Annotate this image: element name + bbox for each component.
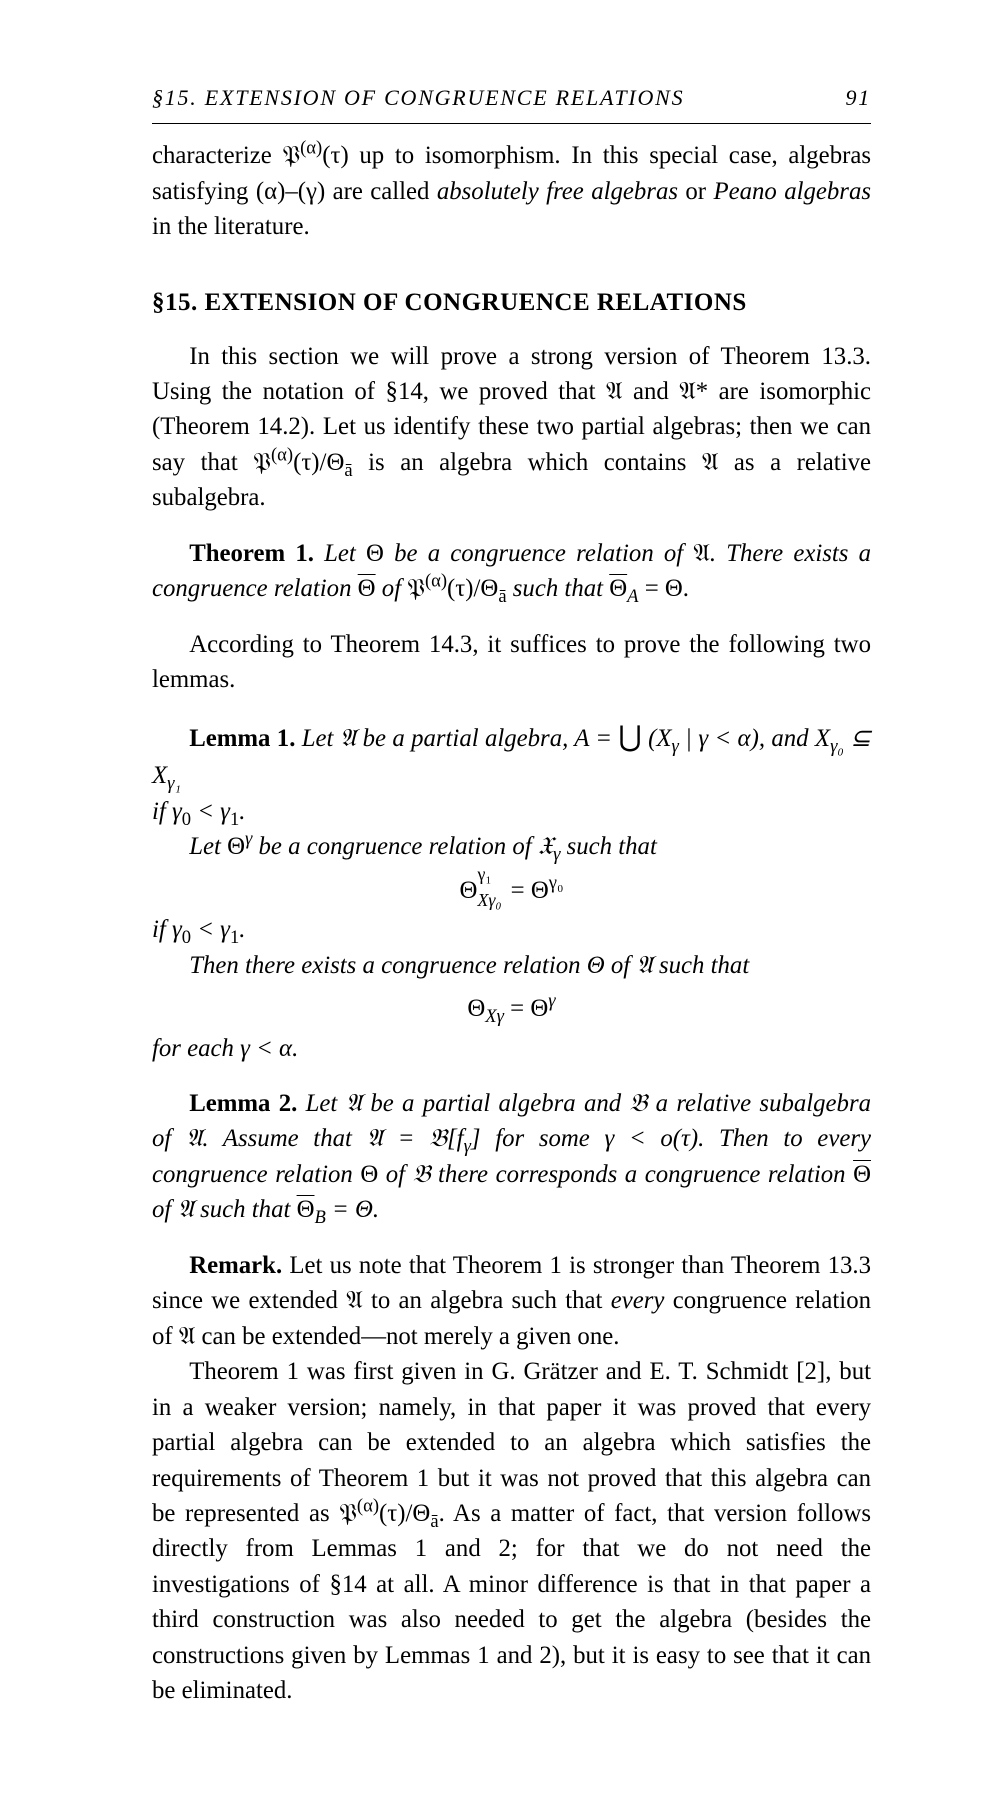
lemma-line: for each γ < α. [152,1031,871,1066]
subscript: A [627,586,638,607]
page: §15. EXTENSION OF CONGRUENCE RELATIONS 9… [0,0,989,1799]
subscript: ā [430,1511,438,1532]
paragraph: Theorem 1 was first given in G. Grätzer … [152,1354,871,1709]
equation: ΘXγ = Θγ [152,991,871,1026]
lemma-label: Lemma 2. [189,1090,297,1117]
lemma-line: Let Θγ be a congruence relation of 𝔛γ su… [152,829,871,864]
remark-label: Remark. [189,1252,282,1279]
subscript: Xγ₀ [477,890,501,910]
superscript: (α) [425,571,447,592]
superscript: γ₀ [549,873,564,894]
paragraph: In this section we will prove a strong v… [152,339,871,516]
subscript: 0 [182,809,191,830]
superscript: (α) [357,1496,379,1517]
superscript: γ [548,991,555,1012]
running-title: §15. EXTENSION OF CONGRUENCE RELATIONS [152,82,684,113]
superscript: (α) [300,138,322,159]
subscript: γ₀ [830,736,844,757]
header-rule [152,123,871,124]
equation: Θγ₁Xγ₀Xγ₀ = Θγ₀ [152,873,871,908]
theorem: Theorem 1. Let Θ be a congruence relatio… [152,536,871,607]
subscript: B [314,1207,325,1228]
lemma: Lemma 2. Let 𝔄 be a partial algebra and … [152,1086,871,1228]
lemma-line: Then there exists a congruence relation … [152,948,871,983]
page-number: 91 [845,82,871,113]
subscript: Xγ [485,1006,504,1027]
subscript: ā [344,460,352,481]
subscript: γ [464,1136,471,1157]
intro-paragraph: characterize 𝔓(α)(τ) up to isomorphism. … [152,138,871,244]
paragraph: According to Theorem 14.3, it suffices t… [152,627,871,698]
lemma-label: Lemma 1. [189,725,295,752]
subscript: 0 [182,927,191,948]
subscript: γ [672,736,679,757]
section-title: §15. EXTENSION OF CONGRUENCE RELATIONS [152,285,871,321]
running-head: §15. EXTENSION OF CONGRUENCE RELATIONS 9… [152,82,871,113]
theorem-label: Theorem 1. [189,540,314,567]
subscript: ā [498,586,506,607]
subscript: γ₁ [167,773,181,794]
lemma-line: if γ0 < γ1. [152,794,871,829]
superscript: (α) [271,445,293,466]
union-icon: ⋃ [618,722,641,753]
remark: Remark. Let us note that Theorem 1 is st… [152,1248,871,1354]
lemma-line: if γ0 < γ1. [152,912,871,947]
subscript: 1 [230,809,239,830]
subscript: 1 [230,927,239,948]
lemma: Lemma 1. Let 𝔄 be a partial algebra, A =… [152,718,871,794]
